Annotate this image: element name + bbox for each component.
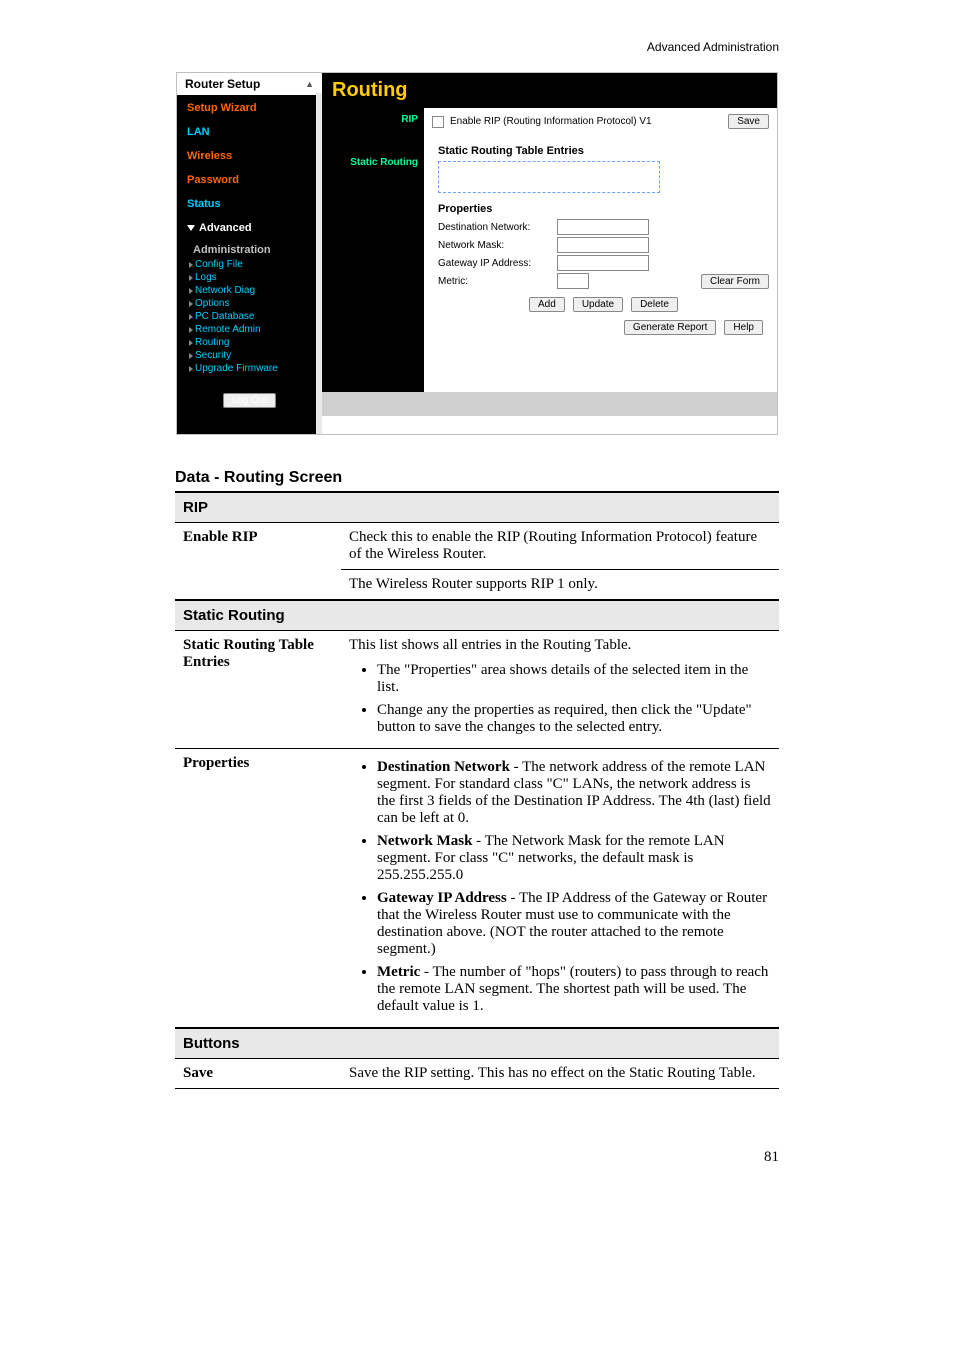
- page-number: 81: [175, 1149, 779, 1166]
- page-title: Routing: [322, 73, 777, 108]
- routing-table-listbox[interactable]: [438, 161, 660, 193]
- main-panel: Routing RIP Static Routing Enable RIP (R…: [322, 73, 777, 434]
- dest-network-label: Destination Network:: [438, 222, 553, 233]
- enable-rip-checkbox[interactable]: [432, 116, 444, 128]
- sidebar-scrollbar[interactable]: [316, 93, 322, 434]
- row-label-srte: Static Routing Table Entries: [175, 631, 341, 749]
- metric-input[interactable]: [557, 273, 589, 289]
- table-title: Data - Routing Screen: [175, 469, 779, 487]
- props-network-mask: Network Mask - The Network Mask for the …: [377, 833, 771, 884]
- row-label-properties: Properties: [175, 749, 341, 1029]
- sidebar-item-status[interactable]: Status: [177, 192, 322, 216]
- props-metric: Metric - The number of "hops" (routers) …: [377, 964, 771, 1015]
- chevron-right-icon: [189, 366, 193, 372]
- routing-screenshot: Router Setup ▲ Setup Wizard LAN Wireless…: [176, 72, 778, 435]
- gateway-ip-input[interactable]: [557, 255, 649, 271]
- clear-form-button[interactable]: Clear Form: [701, 274, 769, 289]
- chevron-right-icon: [189, 301, 193, 307]
- help-button[interactable]: Help: [724, 320, 763, 335]
- router-header-label: Router Setup: [185, 77, 260, 91]
- srte-desc: This list shows all entries in the Routi…: [341, 631, 779, 749]
- chevron-down-icon: [187, 225, 195, 231]
- page-header-crumb: Advanced Administration: [175, 40, 779, 54]
- footer-strip: [322, 392, 777, 416]
- metric-label: Metric:: [438, 276, 553, 287]
- sidebar-subheader-administration: Administration: [177, 240, 322, 258]
- data-table: RIP Enable RIP Check this to enable the …: [175, 491, 779, 1089]
- properties-desc: Destination Network - The network addres…: [341, 749, 779, 1029]
- section-label-static-routing: Static Routing: [322, 153, 424, 172]
- update-button[interactable]: Update: [573, 297, 623, 312]
- chevron-right-icon: [189, 275, 193, 281]
- section-label-rip: RIP: [322, 110, 424, 129]
- sidebar-sub-routing[interactable]: Routing: [177, 336, 322, 349]
- props-dest-network: Destination Network - The network addres…: [377, 759, 771, 827]
- section-rip: RIP: [175, 492, 779, 523]
- add-button[interactable]: Add: [529, 297, 565, 312]
- sidebar-item-wireless[interactable]: Wireless: [177, 144, 322, 168]
- properties-title: Properties: [438, 203, 769, 215]
- sidebar-item-lan[interactable]: LAN: [177, 120, 322, 144]
- row-label-enable-rip: Enable RIP: [175, 523, 341, 601]
- chevron-right-icon: [189, 327, 193, 333]
- scroll-up-icon[interactable]: ▲: [305, 79, 314, 89]
- router-header: Router Setup ▲: [177, 73, 322, 96]
- delete-button[interactable]: Delete: [631, 297, 678, 312]
- save-button[interactable]: Save: [728, 114, 769, 129]
- srte-bullet-2: Change any the properties as required, t…: [377, 702, 771, 736]
- sidebar-sub-config-file[interactable]: Config File: [177, 258, 322, 271]
- srte-bullet-1: The "Properties" area shows details of t…: [377, 662, 771, 696]
- gateway-ip-label: Gateway IP Address:: [438, 258, 553, 269]
- sidebar-sub-remote-admin[interactable]: Remote Admin: [177, 323, 322, 336]
- enable-rip-desc-2: The Wireless Router supports RIP 1 only.: [341, 570, 779, 601]
- network-mask-label: Network Mask:: [438, 240, 553, 251]
- chevron-right-icon: [189, 340, 193, 346]
- save-desc: Save the RIP setting. This has no effect…: [341, 1059, 779, 1089]
- sidebar-sub-network-diag[interactable]: Network Diag: [177, 284, 322, 297]
- chevron-right-icon: [189, 288, 193, 294]
- network-mask-input[interactable]: [557, 237, 649, 253]
- generate-report-button[interactable]: Generate Report: [624, 320, 717, 335]
- logout-button[interactable]: Log Out: [223, 393, 277, 408]
- static-routing-title: Static Routing Table Entries: [438, 145, 769, 157]
- enable-rip-desc-1: Check this to enable the RIP (Routing In…: [341, 523, 779, 570]
- row-label-save: Save: [175, 1059, 341, 1089]
- sidebar-sub-options[interactable]: Options: [177, 297, 322, 310]
- sidebar-item-advanced-label: Advanced: [199, 222, 252, 234]
- sidebar-sub-security[interactable]: Security: [177, 349, 322, 362]
- sidebar: Router Setup ▲ Setup Wizard LAN Wireless…: [177, 73, 322, 434]
- sidebar-item-setup-wizard[interactable]: Setup Wizard: [177, 96, 322, 120]
- chevron-right-icon: [189, 353, 193, 359]
- section-buttons: Buttons: [175, 1028, 779, 1059]
- chevron-right-icon: [189, 262, 193, 268]
- sidebar-sub-pc-database[interactable]: PC Database: [177, 310, 322, 323]
- props-gateway-ip: Gateway IP Address - The IP Address of t…: [377, 890, 771, 958]
- sidebar-item-advanced[interactable]: Advanced: [177, 216, 322, 240]
- enable-rip-label: Enable RIP (Routing Information Protocol…: [450, 116, 652, 127]
- sidebar-sub-logs[interactable]: Logs: [177, 271, 322, 284]
- section-static-routing: Static Routing: [175, 600, 779, 631]
- sidebar-item-password[interactable]: Password: [177, 168, 322, 192]
- dest-network-input[interactable]: [557, 219, 649, 235]
- sidebar-sub-upgrade-firmware[interactable]: Upgrade Firmware: [177, 362, 322, 375]
- chevron-right-icon: [189, 314, 193, 320]
